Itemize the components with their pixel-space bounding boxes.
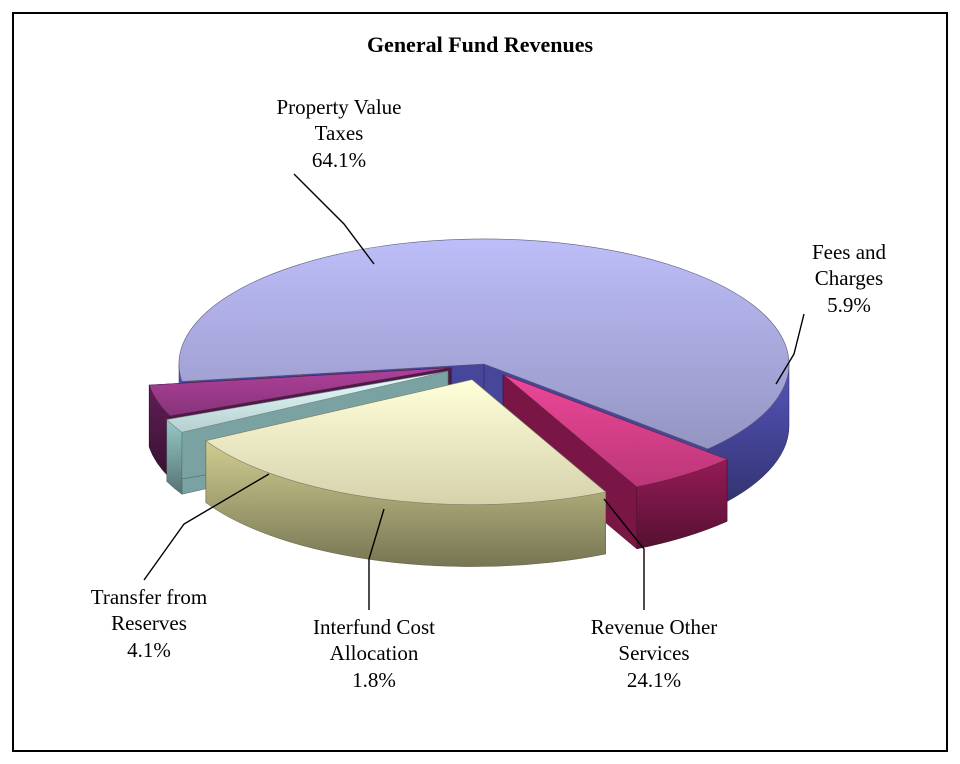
label-pct: 24.1%: [554, 667, 754, 693]
label-line1: Property Value: [244, 94, 434, 120]
label-line1: Transfer from: [59, 584, 239, 610]
label-pct: 64.1%: [244, 147, 434, 173]
label-pct: 1.8%: [279, 667, 469, 693]
label-interfund: Interfund Cost Allocation 1.8%: [279, 614, 469, 693]
label-line1: Revenue Other: [554, 614, 754, 640]
label-line1: Interfund Cost: [279, 614, 469, 640]
chart-frame: General Fund Revenues: [12, 12, 948, 752]
label-line2: Taxes: [244, 120, 434, 146]
label-pct: 5.9%: [784, 292, 914, 318]
label-transfer-reserves: Transfer from Reserves 4.1%: [59, 584, 239, 663]
label-line2: Reserves: [59, 610, 239, 636]
label-pct: 4.1%: [59, 637, 239, 663]
label-line2: Services: [554, 640, 754, 666]
label-revenue-other: Revenue Other Services 24.1%: [554, 614, 754, 693]
label-line2: Allocation: [279, 640, 469, 666]
label-property-taxes: Property Value Taxes 64.1%: [244, 94, 434, 173]
label-line1: Fees and: [784, 239, 914, 265]
label-line2: Charges: [784, 265, 914, 291]
label-fees-charges: Fees and Charges 5.9%: [784, 239, 914, 318]
